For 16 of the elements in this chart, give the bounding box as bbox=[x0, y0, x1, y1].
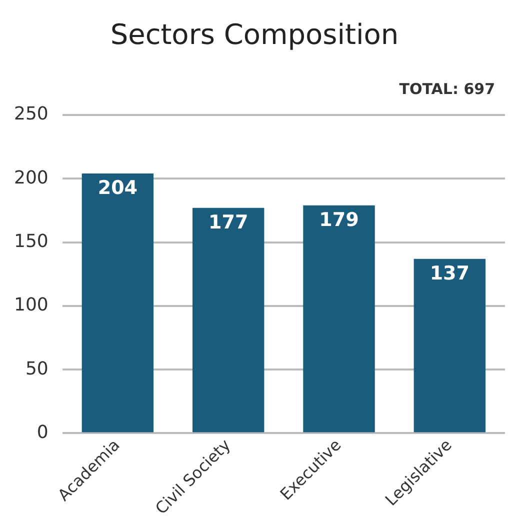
bar bbox=[414, 258, 486, 432]
data-label: 204 bbox=[98, 176, 138, 199]
bar bbox=[82, 174, 154, 432]
data-label: 137 bbox=[430, 262, 470, 284]
data-label: 177 bbox=[208, 211, 248, 234]
bar bbox=[303, 205, 375, 432]
y-tick-label: 50 bbox=[25, 358, 48, 380]
y-tick-label: 200 bbox=[14, 167, 48, 188]
bar bbox=[192, 208, 264, 432]
y-tick-label: 150 bbox=[14, 230, 48, 252]
y-tick-label: 250 bbox=[14, 104, 48, 125]
chart-title: Sectors Composition bbox=[109, 18, 400, 51]
y-tick-label: 0 bbox=[36, 422, 48, 443]
text: TOTAL: 697 bbox=[399, 80, 495, 98]
y-tick-label: 100 bbox=[14, 294, 48, 316]
data-label: 179 bbox=[319, 208, 359, 231]
